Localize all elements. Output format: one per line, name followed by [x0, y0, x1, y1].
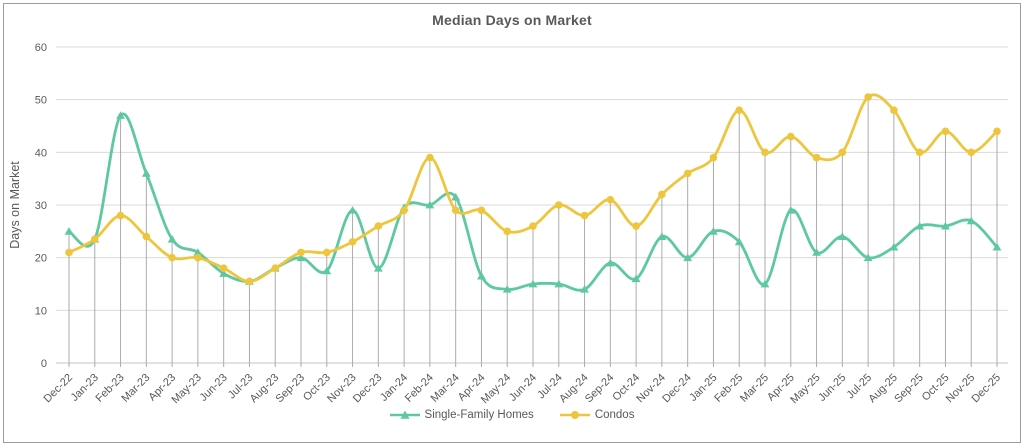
legend-label: Condos: [594, 409, 635, 421]
x-tick-label: Sep-24: [583, 372, 617, 406]
x-tick-label: Mar-24: [429, 372, 462, 405]
y-tick-label: 0: [41, 358, 47, 370]
legend: Single-Family Homes Condos: [0, 409, 1024, 421]
x-tick-label: Jun-23: [198, 372, 230, 404]
x-tick-label: Mar-25: [738, 372, 771, 405]
y-tick-label: 40: [35, 147, 47, 159]
legend-line-circle-icon: [559, 411, 590, 419]
x-tick-label: Jun-24: [507, 372, 539, 404]
y-tick-label: 60: [35, 42, 47, 54]
x-tick-label: Dec-23: [351, 372, 385, 406]
legend-item-condos: Condos: [559, 409, 635, 421]
x-tick-label: Dec-25: [970, 372, 1004, 406]
drop-lines: [68, 97, 998, 367]
y-tick-label: 10: [35, 305, 47, 317]
x-tick-label: Mar-23: [119, 372, 152, 405]
y-tick-label: 50: [35, 95, 47, 107]
y-axis-title: Days on Market: [8, 161, 22, 249]
x-tick-label: Sep-25: [892, 372, 926, 406]
y-tick-label: 30: [35, 200, 47, 212]
chart-title: Median Days on Market: [432, 12, 592, 28]
legend-label: Single-Family Homes: [424, 409, 534, 421]
x-tick-label: Sep-23: [274, 372, 308, 406]
legend-item-single-family-homes: Single-Family Homes: [389, 409, 534, 421]
chart-border: [3, 3, 1021, 443]
x-tick-labels: Dec-22Jan-23Feb-23Mar-23Apr-23May-23Jun-…: [42, 372, 1004, 406]
x-tick-label: Jun-25: [816, 372, 848, 404]
legend-line-triangle-icon: [389, 410, 420, 419]
series-line-single-family-homes: [67, 112, 999, 292]
series-markers-condos: [65, 93, 1001, 286]
y-gridlines: 0 10 20 30 40 50 60: [35, 42, 1008, 370]
x-tick-label: Dec-24: [660, 372, 694, 406]
x-tick-label: Dec-22: [42, 372, 76, 406]
y-tick-label: 20: [35, 253, 47, 265]
